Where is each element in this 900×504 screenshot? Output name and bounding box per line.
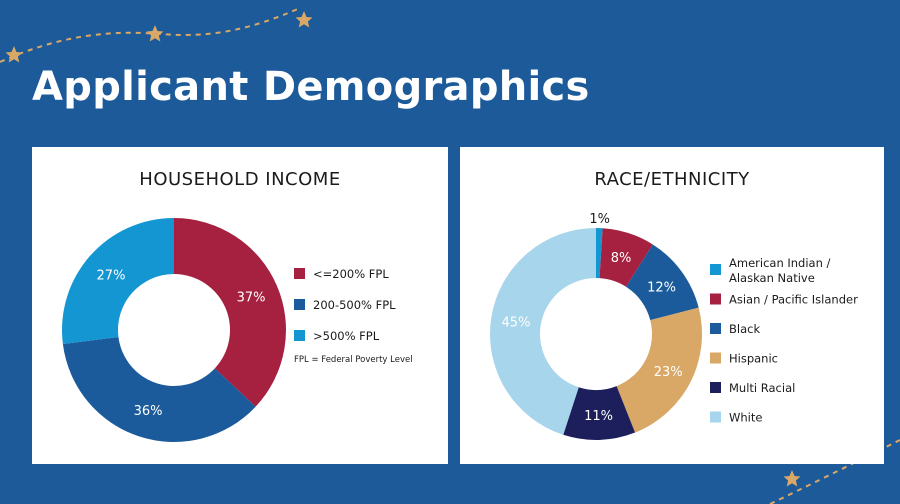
page-title: Applicant Demographics (32, 64, 590, 110)
slice-label: 37% (237, 291, 266, 306)
legend-label: Alaskan Native (729, 271, 815, 285)
chart-title: RACE/ETHNICITY (594, 169, 750, 190)
legend-swatch (294, 330, 305, 341)
star-icon (146, 25, 164, 42)
pie-slice (62, 337, 256, 443)
pie-slice (563, 386, 636, 440)
slice-label: 23% (654, 365, 683, 380)
slice-label: 11% (584, 409, 613, 424)
household-income-chart: 37% 36% 27% <=200% FPL 200-500% FPL >500% FPL… (62, 218, 413, 443)
household-income-panel: HOUSEHOLD INCOME 37% 36% 27% <=200% FPL 200-… (32, 147, 448, 464)
legend-label: American Indian / (729, 256, 831, 270)
legend-note: FPL = Federal Poverty Level (294, 355, 413, 365)
pie-slice (62, 218, 174, 345)
pie-slice (596, 228, 603, 279)
legend-swatch (710, 382, 721, 393)
pie-slice (626, 244, 699, 321)
pie-slice (616, 307, 702, 433)
legend-label: Hispanic (729, 352, 778, 366)
legend-swatch (710, 323, 721, 334)
star-icon (783, 470, 801, 487)
star-icon (295, 11, 313, 28)
star-icon (5, 46, 23, 63)
legend-swatch (710, 293, 721, 305)
pie-slice (599, 228, 653, 287)
legend-swatch (710, 411, 721, 423)
legend-swatch (710, 264, 721, 275)
legend-label: Asian / Pacific Islander (729, 293, 858, 307)
race-ethnicity-panel: RACE/ETHNICITY 1% 8% 12% 23% 11% 45% American … (460, 147, 884, 464)
slice-label: 8% (611, 251, 632, 266)
legend-label: 200-500% FPL (313, 298, 396, 312)
slice-label: 36% (134, 404, 163, 419)
legend-swatch (294, 268, 305, 279)
pie-slice (174, 218, 286, 407)
legend-label: >500% FPL (313, 329, 380, 343)
race-ethnicity-chart: 1% 8% 12% 23% 11% 45% American Indian /Alaskan… (490, 212, 858, 440)
chart-title: HOUSEHOLD INCOME (139, 169, 341, 190)
legend-swatch (710, 352, 721, 364)
slice-label: 1% (589, 212, 610, 227)
legend-label: <=200% FPL (313, 267, 389, 281)
legend-swatch (294, 299, 305, 310)
slice-label: 27% (97, 268, 126, 283)
slice-label: 12% (647, 280, 676, 295)
pie-slice (490, 228, 596, 435)
legend-label: Multi Racial (729, 381, 795, 395)
slice-label: 45% (502, 315, 531, 330)
legend-label: Black (729, 322, 760, 336)
legend-label: White (729, 411, 762, 425)
